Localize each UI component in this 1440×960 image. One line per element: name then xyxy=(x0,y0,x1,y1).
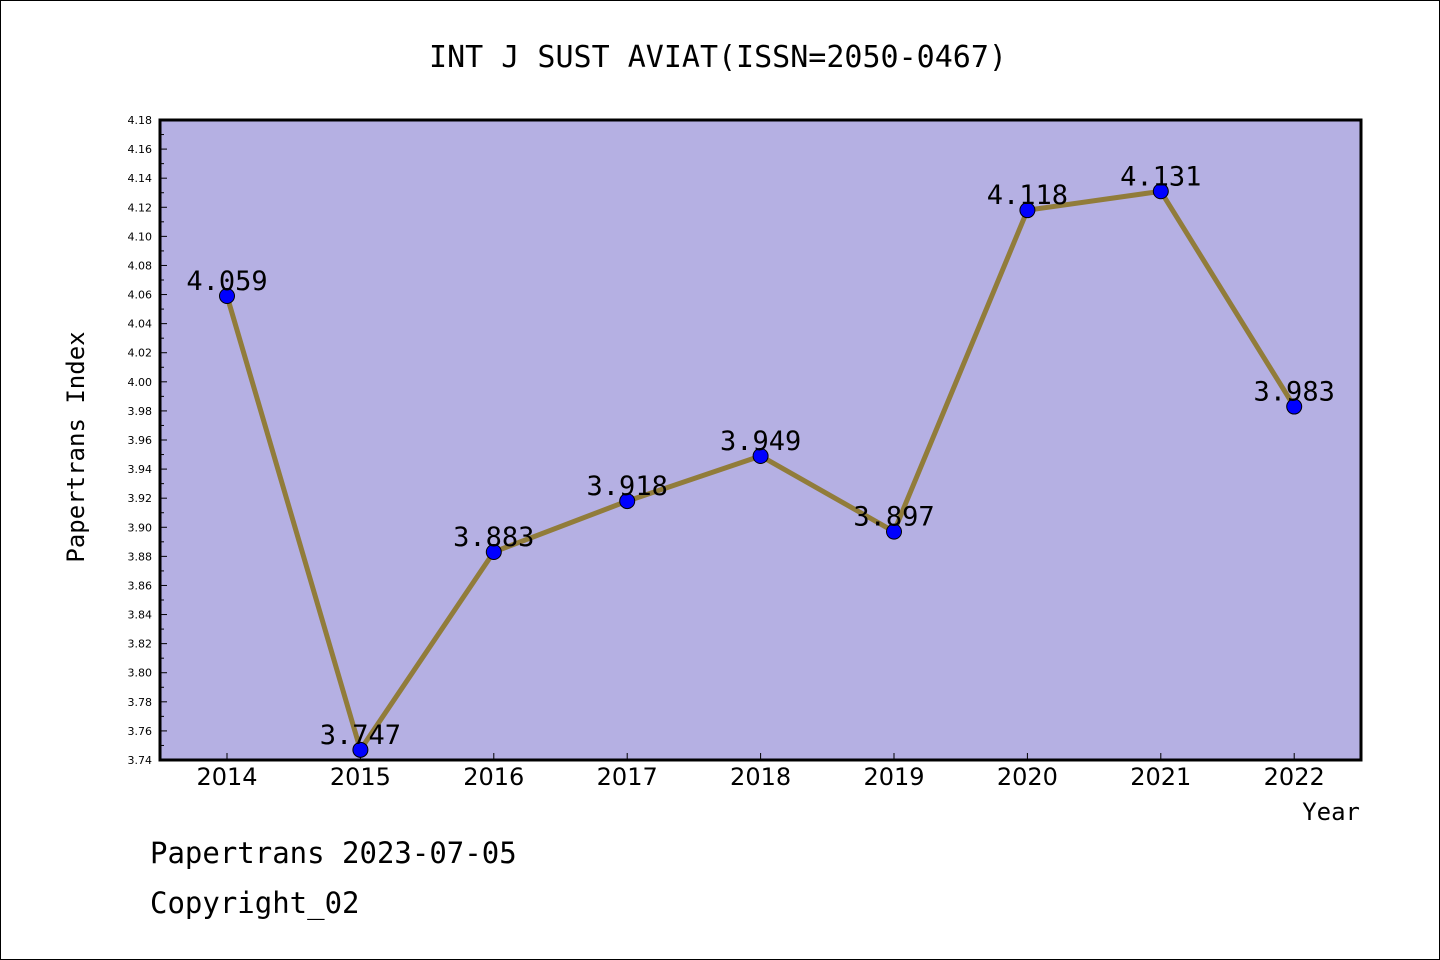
y-tick-label: 4.16 xyxy=(128,143,153,156)
data-label: 3.747 xyxy=(320,720,401,751)
x-tick-label: 2021 xyxy=(1130,763,1191,791)
y-tick-label: 3.86 xyxy=(128,579,153,592)
y-tick-label: 3.84 xyxy=(128,609,153,622)
data-point xyxy=(886,523,902,540)
footer-date: Papertrans 2023-07-05 xyxy=(150,836,517,870)
x-tick-label: 2018 xyxy=(730,763,791,791)
y-tick-label: 4.18 xyxy=(128,114,153,127)
x-tick-label: 2015 xyxy=(330,763,391,791)
footer-copyright: Copyright_02 xyxy=(150,886,360,920)
x-tick-label: 2014 xyxy=(196,763,257,791)
data-label: 4.118 xyxy=(987,180,1068,211)
data-label: 3.897 xyxy=(853,502,934,533)
y-tick-label: 4.00 xyxy=(128,376,153,389)
y-axis: 3.74 3.76 3.78 3.80 3.82 3.84 3.86 3.88 3.90 3.92… xyxy=(128,114,167,767)
data-point xyxy=(219,288,235,304)
x-axis: 2014 2015 2016 2017 2018 2019 2020 2021 2022 xyxy=(196,753,1325,791)
y-tick-label: 4.10 xyxy=(128,230,153,243)
plot-border xyxy=(158,118,1363,762)
data-point xyxy=(1152,183,1169,200)
data-label: 4.131 xyxy=(1120,161,1201,192)
x-tick-label: 2019 xyxy=(863,763,924,791)
y-tick-label: 3.88 xyxy=(128,550,153,563)
data-point xyxy=(485,544,502,560)
chart-title: INT J SUST AVIAT(ISSN=2050-0467) xyxy=(429,40,1007,75)
x-tick-label: 2022 xyxy=(1264,763,1325,791)
y-tick-label: 3.82 xyxy=(128,638,153,651)
data-label: 3.983 xyxy=(1254,377,1335,408)
y-tick-label: 4.04 xyxy=(128,318,153,331)
x-axis-label: Year xyxy=(1302,798,1360,826)
plot-area xyxy=(160,120,1361,760)
data-label: 3.949 xyxy=(720,426,801,457)
y-tick-label: 3.94 xyxy=(128,463,153,476)
y-tick-label: 3.90 xyxy=(128,521,153,534)
y-axis-label: Papertrans Index xyxy=(62,331,90,562)
y-tick-label: 4.12 xyxy=(128,201,153,214)
y-tick-label: 3.92 xyxy=(128,492,153,505)
data-point xyxy=(1286,398,1303,415)
data-point xyxy=(352,741,369,758)
data-label: 3.918 xyxy=(587,471,668,502)
y-tick-label: 3.80 xyxy=(128,667,153,680)
data-labels: 4.059 3.747 3.883 3.918 3.949 3.897 4.118 4.131… xyxy=(186,161,1334,751)
x-tick-label: 2016 xyxy=(463,763,524,791)
y-tick-label: 4.08 xyxy=(128,259,153,272)
data-markers xyxy=(219,183,1303,758)
y-tick-label: 4.06 xyxy=(128,289,153,302)
x-tick-label: 2020 xyxy=(997,763,1058,791)
x-tick-label: 2017 xyxy=(597,763,658,791)
data-label: 3.883 xyxy=(453,522,534,553)
y-tick-label: 3.78 xyxy=(128,696,153,709)
y-tick-label: 4.14 xyxy=(128,172,153,185)
y-tick-label: 3.96 xyxy=(128,434,153,447)
y-tick-label: 3.74 xyxy=(128,754,153,767)
y-tick-label: 3.98 xyxy=(128,405,153,418)
data-point xyxy=(752,448,769,464)
data-label: 4.059 xyxy=(186,266,267,297)
y-tick-label: 3.76 xyxy=(128,725,153,738)
y-tick-label: 4.02 xyxy=(128,347,153,360)
data-point xyxy=(1019,202,1036,219)
data-point xyxy=(619,493,636,510)
